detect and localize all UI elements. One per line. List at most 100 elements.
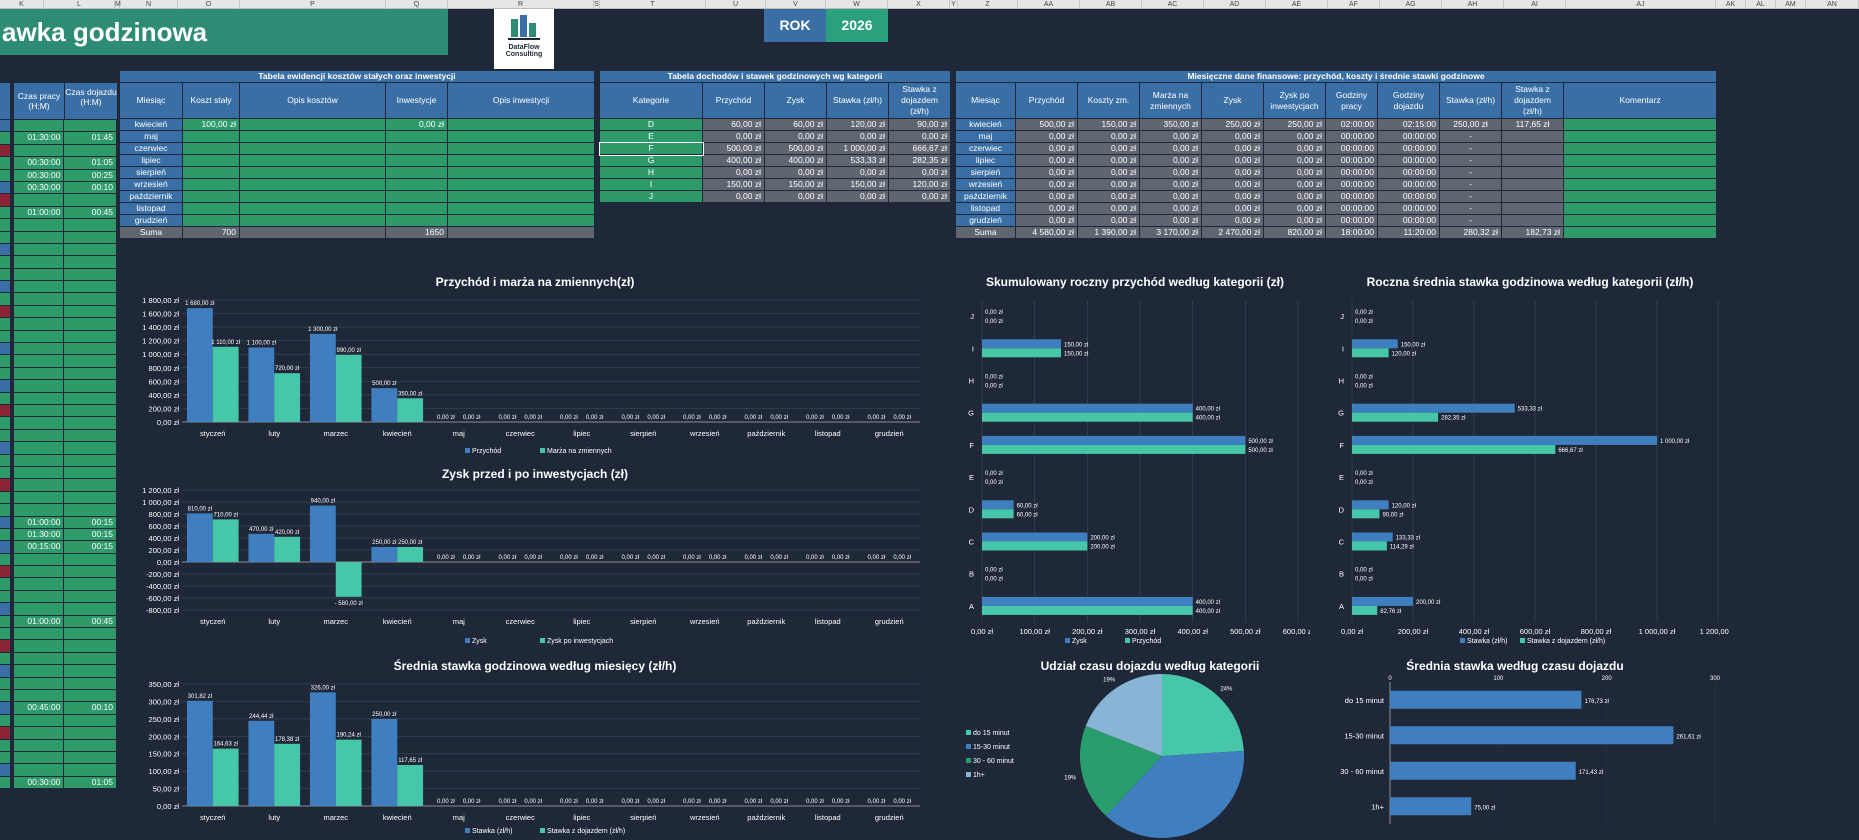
- table-cell[interactable]: 0,00 zł: [1139, 166, 1202, 179]
- commute-time-cell[interactable]: 00:45: [64, 206, 117, 219]
- column-letter[interactable]: L: [44, 0, 115, 9]
- table-cell[interactable]: [239, 166, 386, 179]
- work-time-cell[interactable]: [13, 231, 64, 243]
- column-letter[interactable]: AE: [1266, 0, 1328, 9]
- commute-time-cell[interactable]: 00:15: [64, 528, 117, 541]
- commute-time-cell[interactable]: [64, 293, 117, 305]
- work-time-cell[interactable]: [13, 330, 64, 343]
- column-header[interactable]: Zysk: [1201, 82, 1264, 119]
- work-time-cell[interactable]: [13, 442, 64, 454]
- work-time-cell[interactable]: 00:30:00: [13, 157, 64, 169]
- work-time-cell[interactable]: [13, 553, 64, 566]
- work-time-cell[interactable]: [13, 764, 64, 776]
- sum-cell[interactable]: 700: [182, 226, 240, 239]
- commute-time-cell[interactable]: [64, 764, 117, 776]
- work-time-cell[interactable]: [13, 429, 64, 442]
- commute-time-cell[interactable]: 01:05: [64, 776, 117, 789]
- sum-cell[interactable]: Suma: [119, 226, 183, 239]
- table-cell[interactable]: 00:00:00: [1377, 214, 1440, 227]
- work-time-cell[interactable]: 01:00:00: [13, 206, 64, 219]
- table-cell[interactable]: 0,00 zł: [1201, 202, 1264, 215]
- work-time-cell[interactable]: [13, 454, 64, 466]
- table-cell[interactable]: 500,00 zł: [1015, 118, 1078, 131]
- work-time-cell[interactable]: [13, 243, 64, 256]
- table-cell[interactable]: 150,00 zł: [764, 178, 827, 191]
- table-cell[interactable]: wrzesień: [119, 178, 183, 191]
- table-cell[interactable]: 00:00:00: [1377, 190, 1440, 203]
- column-header[interactable]: Komentarz: [1562, 82, 1718, 119]
- column-letter[interactable]: AA: [1018, 0, 1080, 9]
- column-header[interactable]: Marża na zmiennych: [1139, 82, 1202, 119]
- table-cell[interactable]: 0,00 zł: [764, 166, 827, 179]
- work-time-cell[interactable]: [13, 219, 64, 231]
- commute-time-cell[interactable]: [64, 355, 117, 367]
- table-cell[interactable]: grudzień: [955, 214, 1016, 227]
- table-cell[interactable]: 0,00 zł: [1015, 190, 1078, 203]
- table-cell[interactable]: J: [599, 190, 703, 203]
- table-cell[interactable]: 120,00 zł: [887, 178, 952, 191]
- table-cell[interactable]: [446, 214, 596, 227]
- table-cell[interactable]: [446, 166, 596, 179]
- table-cell[interactable]: 0,00 zł: [1077, 202, 1140, 215]
- table-cell[interactable]: [239, 214, 386, 227]
- table-cell[interactable]: [446, 202, 596, 215]
- work-time-cell[interactable]: [13, 628, 64, 640]
- column-header[interactable]: Miesiąc: [119, 82, 183, 119]
- table-cell[interactable]: 0,00 zł: [764, 130, 827, 143]
- table-cell[interactable]: 0,00 zł: [1015, 166, 1078, 179]
- table-cell[interactable]: [239, 142, 386, 155]
- table-cell[interactable]: 0,00 zł: [887, 130, 952, 143]
- table-cell[interactable]: -: [1439, 142, 1502, 155]
- commute-time-cell[interactable]: 00:10: [64, 181, 117, 194]
- table-cell[interactable]: 0,00 zł: [1139, 214, 1202, 227]
- table-cell[interactable]: 533,33 zł: [826, 154, 889, 167]
- commute-time-cell[interactable]: [64, 714, 117, 727]
- table-cell[interactable]: [446, 130, 596, 143]
- table-cell[interactable]: 00:00:00: [1377, 142, 1440, 155]
- table-cell[interactable]: 0,00 zł: [1263, 154, 1326, 167]
- work-time-cell[interactable]: [13, 652, 64, 665]
- table-cell[interactable]: 00:00:00: [1325, 214, 1378, 227]
- work-time-cell[interactable]: [13, 268, 64, 281]
- commute-time-cell[interactable]: [64, 330, 117, 343]
- column-header[interactable]: Godziny dojazdu: [1377, 82, 1440, 119]
- table-cell[interactable]: [1501, 178, 1564, 191]
- work-time-cell[interactable]: [13, 590, 64, 603]
- table-cell[interactable]: 0,00 zł: [1015, 130, 1078, 143]
- commute-time-cell[interactable]: [64, 739, 117, 751]
- table-cell[interactable]: [446, 118, 596, 131]
- work-time-cell[interactable]: [13, 689, 64, 702]
- table-cell[interactable]: [239, 190, 386, 203]
- table-cell[interactable]: 02:00:00: [1325, 118, 1378, 131]
- work-time-cell[interactable]: 00:30:00: [13, 776, 64, 789]
- column-letter[interactable]: Q: [386, 0, 448, 9]
- sum-cell[interactable]: 1 390,00 zł: [1077, 226, 1140, 239]
- sum-cell[interactable]: [239, 226, 386, 239]
- commute-time-cell[interactable]: 00:45: [64, 615, 117, 628]
- table-cell[interactable]: 0,00 zł: [1077, 154, 1140, 167]
- profit-investment-chart[interactable]: Zysk przed i po inwestycjach (zł) -800,00…: [120, 462, 950, 650]
- table-cell[interactable]: -: [1439, 154, 1502, 167]
- table-cell[interactable]: 0,00 zł: [1139, 154, 1202, 167]
- table-cell[interactable]: listopad: [119, 202, 183, 215]
- table-cell[interactable]: I: [599, 178, 703, 191]
- table-cell[interactable]: 00:00:00: [1377, 154, 1440, 167]
- commute-time-cell[interactable]: [64, 380, 117, 392]
- work-time-cell[interactable]: [13, 479, 64, 491]
- column-header[interactable]: Inwestycje: [385, 82, 448, 119]
- table-cell[interactable]: 0,00 zł: [1201, 130, 1264, 143]
- table-cell[interactable]: 0,00 zł: [1139, 142, 1202, 155]
- work-time-cell[interactable]: [13, 417, 64, 429]
- commute-time-cell[interactable]: [64, 281, 117, 293]
- commute-time-cell[interactable]: [64, 689, 117, 702]
- column-header[interactable]: Kategorie: [599, 82, 703, 119]
- table-cell[interactable]: 500,00 zł: [702, 142, 765, 155]
- table-cell[interactable]: 00:00:00: [1377, 130, 1440, 143]
- sum-cell[interactable]: [446, 226, 596, 239]
- table-cell[interactable]: 00:00:00: [1325, 202, 1378, 215]
- commute-time-cell[interactable]: [64, 677, 117, 689]
- table-cell[interactable]: 0,00 zł: [1201, 190, 1264, 203]
- table-cell[interactable]: 90,00 zł: [887, 118, 952, 131]
- column-letter[interactable]: R: [448, 0, 594, 9]
- table-cell[interactable]: [239, 154, 386, 167]
